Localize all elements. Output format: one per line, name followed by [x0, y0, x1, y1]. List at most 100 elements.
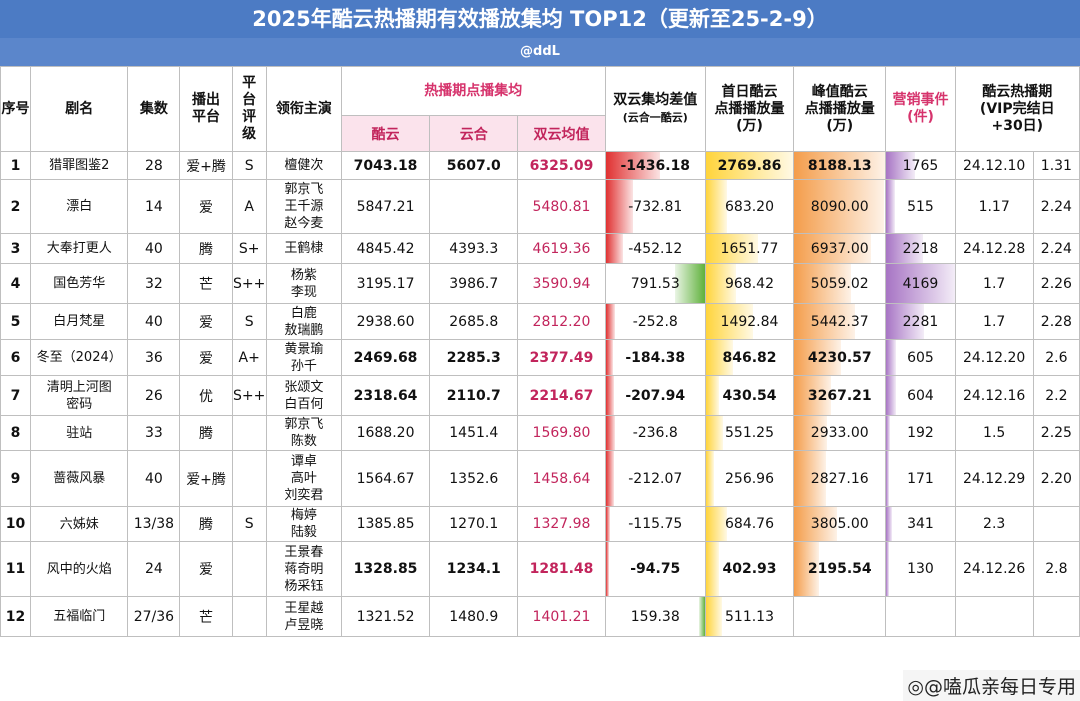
- header-rank: 序号: [0, 66, 32, 152]
- rating-cell: S: [231, 506, 267, 542]
- diff-cell-bar: [606, 507, 611, 541]
- avg-cell: 1327.98: [517, 506, 606, 542]
- kuyun-cell: 2469.68: [340, 339, 431, 376]
- rating-cell: [231, 450, 267, 507]
- marketing-cell-bar: [886, 180, 895, 233]
- rating-cell: S++: [231, 263, 267, 304]
- kuyun-cell: 1321.52: [340, 596, 431, 637]
- period-cell: 2.24: [1032, 179, 1080, 234]
- finish-date-cell: 1.7: [954, 263, 1034, 304]
- rating-cell: A+: [231, 339, 267, 376]
- diff-cell: -115.75: [604, 506, 706, 542]
- header-peak: 峰值酷云 点播播放量 (万): [793, 66, 887, 152]
- rating-cell: A: [231, 179, 267, 234]
- marketing-cell-bar: [886, 416, 890, 450]
- kuyun-cell: 2938.60: [340, 303, 431, 340]
- avg-cell: 5480.81: [517, 179, 606, 234]
- platform-cell: 爱+腾: [179, 450, 233, 507]
- firstday-cell-bar: [706, 507, 728, 541]
- cast-cell: 杨紫 李现: [265, 263, 342, 304]
- table-row: 8 驻站 33 腾郭京飞 陈数 1688.20 1451.4 1569.80 -236.8 551…: [0, 415, 1080, 451]
- name-cell: 清明上河图 密码: [30, 375, 129, 416]
- cast-cell: 郭京飞 陈数: [265, 415, 342, 451]
- peak-cell: [793, 596, 887, 637]
- table-row: 11 风中的火焰 24 爱王景春 蒋奇明 杨采钰 1328.85 1234.1 1281.48-…: [0, 541, 1080, 597]
- rating-cell: [231, 596, 267, 637]
- yunhe-cell: 1480.9: [429, 596, 519, 637]
- rank-cell: 1: [0, 151, 32, 180]
- yunhe-cell: 2110.7: [429, 375, 519, 416]
- marketing-cell-bar: [886, 542, 889, 596]
- marketing-cell: 341: [885, 506, 956, 542]
- header-cast: 领衔主演: [265, 66, 342, 152]
- finish-date-cell: 24.12.29: [954, 450, 1034, 507]
- peak-cell-bar: [794, 234, 872, 263]
- yunhe-cell: 1451.4: [429, 415, 519, 451]
- header-name: 剧名: [30, 66, 129, 152]
- period-cell: [1032, 596, 1080, 637]
- header-kuyun: 酷云: [340, 115, 431, 152]
- diff-cell-bar: [606, 451, 614, 506]
- rating-cell: S+: [231, 233, 267, 264]
- avg-cell: 2377.49: [517, 339, 606, 376]
- avg-cell: 1401.21: [517, 596, 606, 637]
- peak-cell-bar: [794, 264, 851, 303]
- kuyun-cell: 4845.42: [340, 233, 431, 264]
- episodes-cell: 24: [127, 541, 181, 597]
- cast-cell: 梅婷 陆毅: [265, 506, 342, 542]
- marketing-cell-bar: [886, 304, 924, 339]
- diff-cell: -1436.18: [604, 151, 706, 180]
- firstday-cell-bar: [706, 451, 714, 506]
- peak-cell-bar: [794, 376, 831, 415]
- marketing-cell: 192: [885, 415, 956, 451]
- diff-cell-bar: [606, 542, 610, 596]
- table-row: 5 白月梵星 40 爱 S 白鹿 敖瑞鹏 2938.60 2685.8 2812.20 -252.8…: [0, 303, 1080, 340]
- diff-cell-bar: [698, 597, 705, 636]
- name-cell: 漂白: [30, 179, 129, 234]
- firstday-cell: 402.93: [704, 541, 795, 597]
- firstday-cell: 256.96: [704, 450, 795, 507]
- marketing-cell: 4169: [885, 263, 956, 304]
- name-cell: 国色芳华: [30, 263, 129, 304]
- platform-cell: 优: [179, 375, 233, 416]
- episodes-cell: 40: [127, 233, 181, 264]
- rank-cell: 12: [0, 596, 32, 637]
- firstday-cell: 1651.77: [704, 233, 795, 264]
- name-cell: 猎罪图鉴2: [30, 151, 129, 180]
- kuyun-cell: 2318.64: [340, 375, 431, 416]
- diff-cell-bar: [606, 376, 614, 415]
- marketing-cell: 515: [885, 179, 956, 234]
- episodes-cell: 40: [127, 303, 181, 340]
- rank-cell: 3: [0, 233, 32, 264]
- diff-cell: -207.94: [604, 375, 706, 416]
- peak-cell: 8090.00: [793, 179, 887, 234]
- firstday-cell-bar: [706, 304, 753, 339]
- cast-cell: 谭卓 高叶 刘奕君: [265, 450, 342, 507]
- firstday-cell: 846.82: [704, 339, 795, 376]
- peak-cell: 3805.00: [793, 506, 887, 542]
- marketing-cell: [885, 596, 956, 637]
- rank-cell: 10: [0, 506, 32, 542]
- yunhe-cell: 1352.6: [429, 450, 519, 507]
- peak-cell-bar: [794, 152, 885, 179]
- avg-cell: 2812.20: [517, 303, 606, 340]
- diff-cell-bar: [606, 234, 623, 263]
- finish-date-cell: 1.17: [954, 179, 1034, 234]
- peak-cell: 8188.13: [793, 151, 887, 180]
- episodes-cell: 33: [127, 415, 181, 451]
- avg-cell: 6325.09: [517, 151, 606, 180]
- marketing-cell: 605: [885, 339, 956, 376]
- watermark: ◎@嗑瓜亲每日专用: [903, 670, 1080, 701]
- period-cell: 2.25: [1032, 415, 1080, 451]
- yunhe-cell: 2685.8: [429, 303, 519, 340]
- episodes-cell: 36: [127, 339, 181, 376]
- finish-date-cell: 2.3: [954, 506, 1034, 542]
- marketing-cell: 171: [885, 450, 956, 507]
- rank-cell: 2: [0, 179, 32, 234]
- marketing-cell-bar: [886, 376, 897, 415]
- cast-cell: 王鹤棣: [265, 233, 342, 264]
- name-cell: 五福临门: [30, 596, 129, 637]
- peak-cell-bar: [794, 451, 826, 506]
- yunhe-cell: [429, 179, 519, 234]
- yunhe-cell: 1234.1: [429, 541, 519, 597]
